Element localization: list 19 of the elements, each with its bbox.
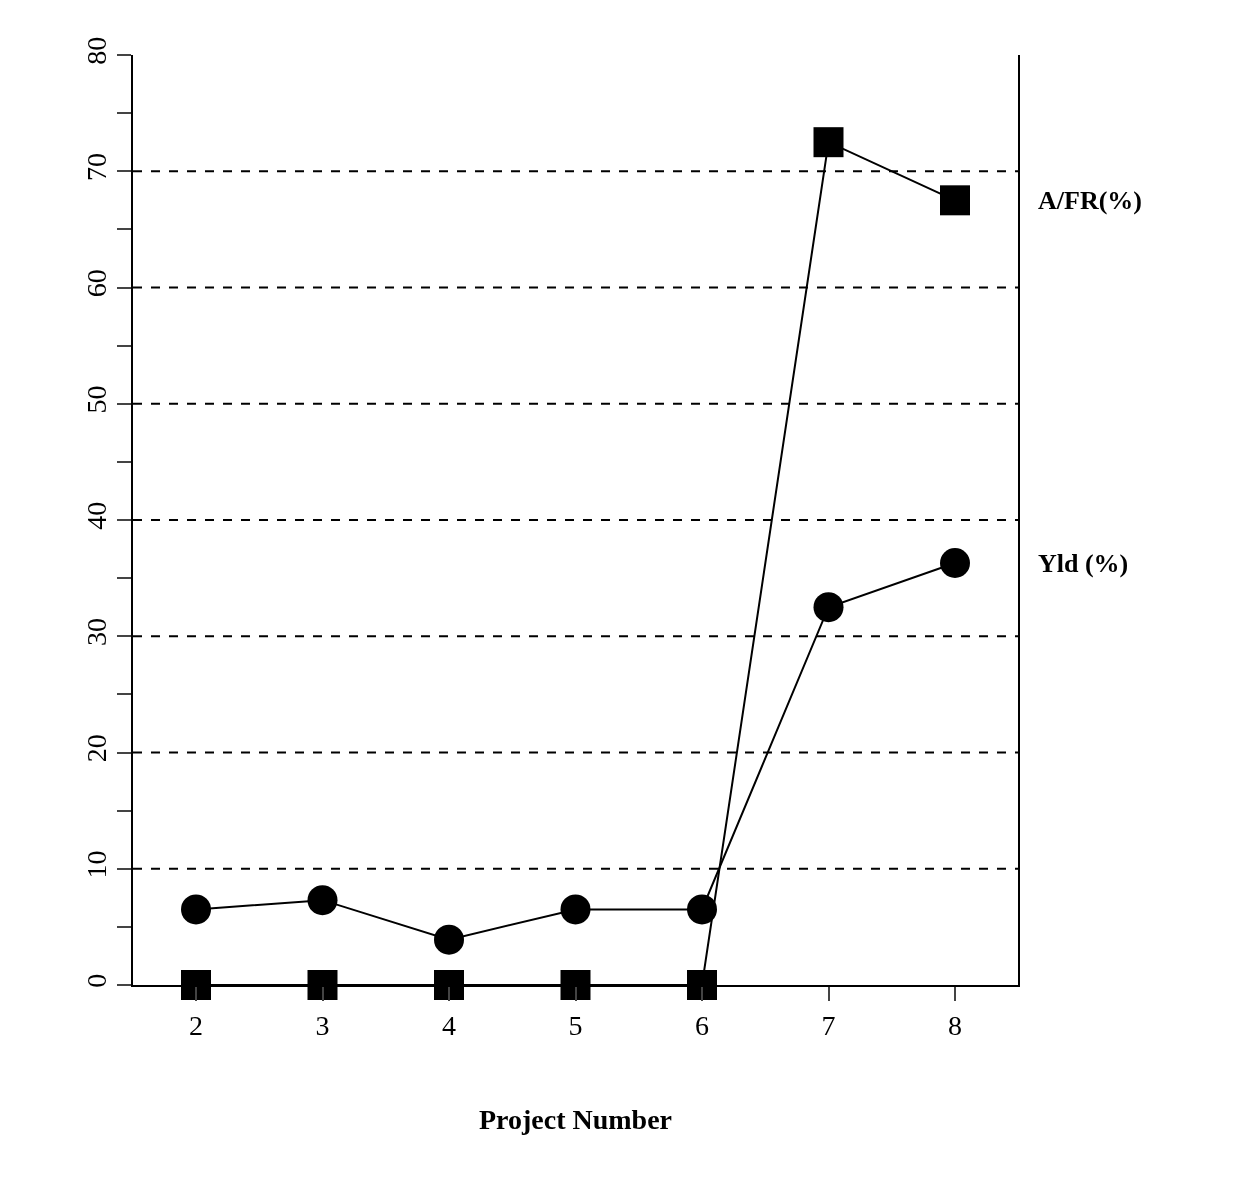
x-tick-label: 5 — [568, 1009, 583, 1041]
y-tick-label: 0 — [80, 973, 112, 988]
x-tick-label: 2 — [189, 1009, 203, 1041]
x-tick-label: 6 — [695, 1009, 709, 1041]
text: Yld (%) — [1038, 549, 1129, 578]
x-tick-label: 3 — [315, 1009, 330, 1041]
y-tick-label: 30 — [80, 618, 112, 647]
y-tick-label: 50 — [80, 385, 112, 414]
x-axis-title: Project Number — [478, 1104, 673, 1136]
y-tick-label: 10 — [80, 850, 112, 879]
y-tick-label: 60 — [80, 269, 112, 298]
y-tick-label: 40 — [80, 501, 112, 530]
x-tick-label: 8 — [948, 1009, 962, 1041]
x-tick-label: 4 — [442, 1009, 456, 1041]
x-tick-label: 7 — [821, 1009, 836, 1041]
y-tick-label: 80 — [80, 36, 112, 65]
text: A/FR(%) — [1038, 186, 1142, 215]
y-tick-label: 20 — [80, 734, 112, 763]
y-tick-label: 70 — [80, 153, 112, 182]
